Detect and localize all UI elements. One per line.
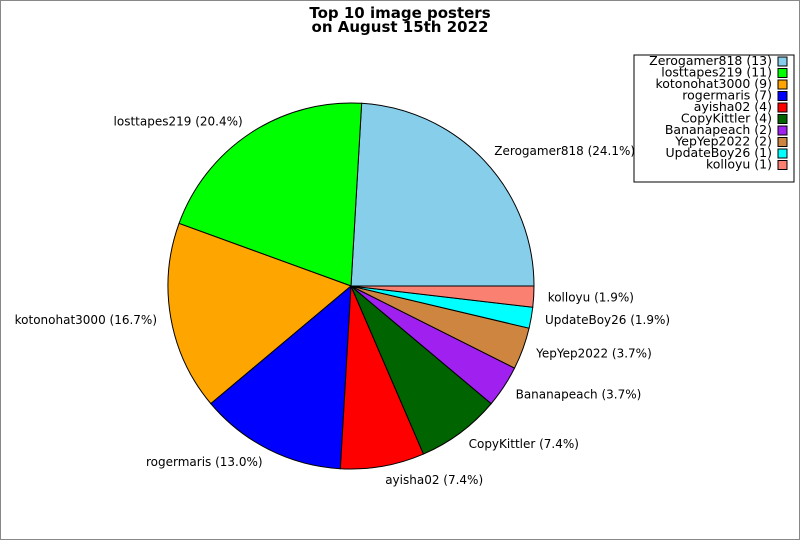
- slice-label-zerogamer818: Zerogamer818 (24.1%): [494, 144, 635, 158]
- legend-swatch-zerogamer818: [777, 56, 788, 67]
- legend-entry-yepyep2022: YepYep2022 (2): [674, 134, 772, 149]
- legend-swatch-copykittler: [777, 114, 788, 124]
- pie-slice-losttapes219: [178, 102, 363, 287]
- pie-slices: [167, 102, 535, 470]
- legend-entry-bananapeach: Bananapeach (2): [665, 122, 772, 137]
- slice-label-ayisha02: ayisha02 (7.4%): [385, 473, 483, 487]
- legend-swatch-rogermaris: [777, 91, 788, 101]
- legend-entry-kolloyu: kolloyu (1): [706, 157, 772, 172]
- legend-entry-updateboy26: UpdateBoy26 (1): [666, 145, 772, 160]
- pie-slice-zerogamer818: [350, 102, 535, 287]
- legend-entry-losttapes219: losttapes219 (11): [661, 65, 772, 80]
- legend-swatch-updateboy26: [777, 148, 788, 159]
- pie-slice-kotonohat3000: [167, 222, 352, 405]
- slice-label-rogermaris: rogermaris (13.0%): [146, 455, 263, 469]
- chart-title-line-2: on August 15th 2022: [312, 18, 489, 36]
- slice-label-losttapes219: losttapes219 (20.4%): [114, 114, 243, 128]
- legend-swatch-yepyep2022: [777, 137, 788, 147]
- slice-label-updateboy26: UpdateBoy26 (1.9%): [545, 313, 670, 327]
- legend-entry-copykittler: CopyKittler (4): [681, 111, 772, 126]
- legend-swatch-kotonohat3000: [777, 79, 788, 90]
- slice-label-kotonohat3000: kotonohat3000 (16.7%): [15, 313, 157, 327]
- slice-label-kolloyu: kolloyu (1.9%): [548, 291, 634, 305]
- legend: Zerogamer818 (13)losttapes219 (11)kotono…: [633, 53, 795, 183]
- legend-entry-ayisha02: ayisha02 (4): [694, 99, 772, 114]
- slice-label-copykittler: CopyKittler (7.4%): [469, 437, 579, 451]
- legend-swatch-ayisha02: [777, 102, 788, 113]
- legend-swatch-kolloyu: [777, 160, 788, 170]
- legend-swatch-losttapes219: [777, 68, 788, 78]
- chart-title-line-1: Top 10 image posters: [309, 4, 490, 22]
- slice-label-bananapeach: Bananapeach (3.7%): [516, 387, 642, 401]
- slice-label-yepyep2022: YepYep2022 (3.7%): [535, 346, 652, 360]
- legend-entry-kotonohat3000: kotonohat3000 (9): [655, 76, 772, 91]
- slice-labels: Zerogamer818 (24.1%) losttapes219 (20.4%)…: [15, 114, 670, 487]
- legend-frame: [633, 54, 795, 183]
- legend-entry-rogermaris: rogermaris (7): [682, 88, 772, 103]
- legend-entry-zerogamer818: Zerogamer818 (13): [649, 53, 772, 68]
- pie-slice-kolloyu: [350, 285, 535, 308]
- legend-swatch-bananapeach: [777, 125, 788, 136]
- pie-slice-rogermaris: [210, 284, 352, 470]
